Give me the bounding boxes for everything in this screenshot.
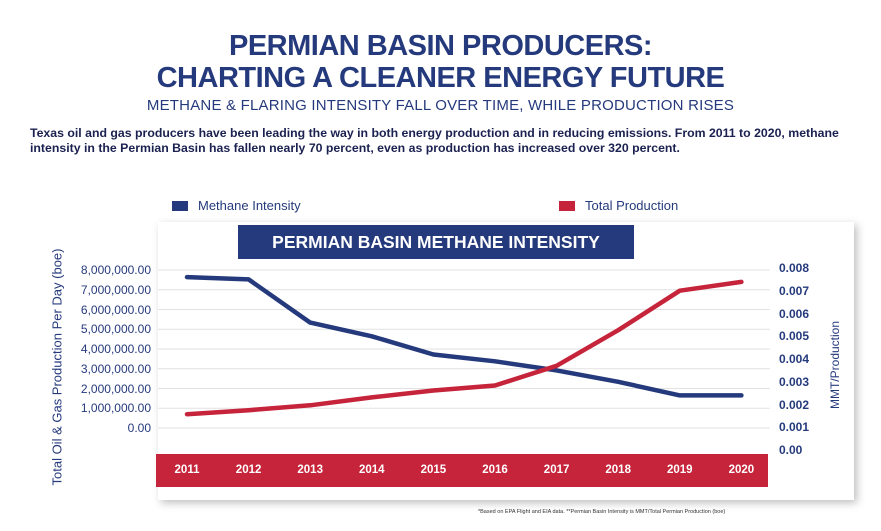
series-line-total-production — [184, 279, 744, 417]
right-tick-label: 0.004 — [779, 352, 810, 366]
x-axis-band — [156, 454, 768, 487]
legend-item-production: Total Production — [559, 198, 678, 213]
right-tick-label: 0.006 — [779, 306, 810, 321]
x-tick-label: 2016 — [482, 464, 508, 476]
right-tick-label: 0.002 — [779, 397, 810, 412]
left-tick-label: 0.00 — [127, 421, 151, 435]
page-title-line-2: CHARTING A CLEANER ENERGY FUTURE — [156, 62, 725, 94]
right-tick-label: 0.001 — [779, 420, 810, 435]
left-tick-label: 4,000,000.00 — [80, 342, 151, 356]
right-tick-label: 0.005 — [779, 329, 810, 344]
chart-title: PERMIAN BASIN METHANE INTENSITY — [238, 225, 634, 259]
left-tick-label: 3,000,000.00 — [80, 361, 151, 376]
x-tick-label: 2015 — [420, 464, 447, 476]
footnote: *Based on EPA Flight and EIA data. **Per… — [478, 509, 726, 515]
right-tick-label: 0.007 — [779, 283, 810, 298]
legend-item-methane: Methane Intensity — [172, 198, 301, 213]
left-tick-label: 7,000,000.00 — [80, 282, 151, 297]
right-tick-label: 0.003 — [779, 374, 810, 389]
x-tick-label: 2013 — [297, 464, 323, 476]
x-tick-label: 2019 — [667, 464, 693, 476]
left-tick-label: 8,000,000.00 — [80, 263, 151, 277]
right-tick-label: 0.008 — [779, 261, 810, 275]
right-tick-label: 0.00 — [779, 443, 803, 457]
x-tick-label: 2017 — [543, 464, 570, 476]
left-tick-label: 5,000,000.00 — [80, 322, 151, 337]
x-tick-label: 2012 — [235, 464, 262, 476]
legend-swatch-methane — [172, 200, 188, 211]
left-tick-label: 2,000,000.00 — [80, 381, 151, 396]
x-tick-label: 2011 — [174, 464, 200, 476]
description-text: Texas oil and gas producers have been le… — [30, 126, 839, 155]
x-tick-label: 2014 — [359, 464, 385, 476]
page-title-line-1: PERMIAN BASIN PRODUCERS: — [228, 30, 653, 62]
left-tick-label: 6,000,000.00 — [80, 302, 151, 317]
x-tick-label: 2020 — [728, 464, 755, 476]
legend-swatch-production — [559, 200, 575, 211]
legend-label-production: Total Production — [585, 198, 679, 213]
legend-label-methane: Methane Intensity — [198, 198, 301, 213]
page-subtitle: METHANE & FLARING INTENSITY FALL OVER TI… — [146, 97, 735, 114]
x-tick-label: 2018 — [605, 464, 631, 476]
left-tick-label: 1,000,000.00 — [80, 401, 151, 416]
series-line-methane-intensity — [184, 274, 744, 398]
